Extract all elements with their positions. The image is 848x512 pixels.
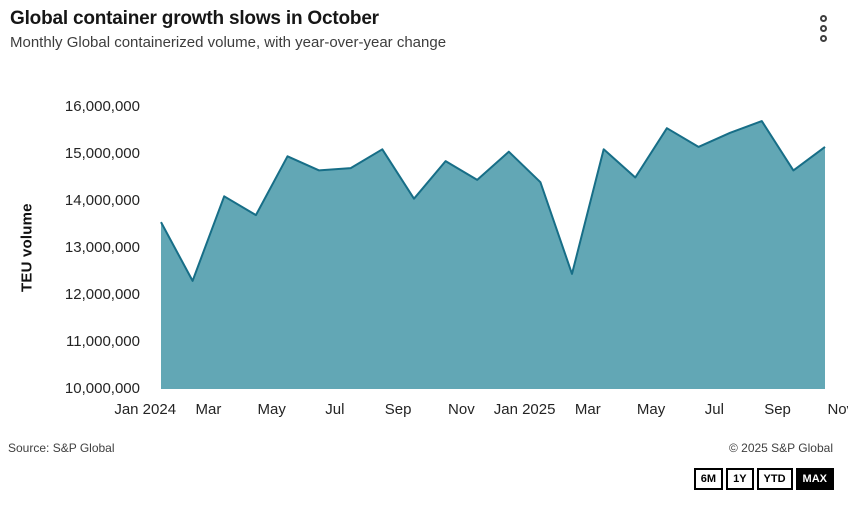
kebab-dot-icon <box>819 25 827 32</box>
chart-title: Global container growth slows in October <box>10 8 379 29</box>
y-axis-tick-label: 11,000,000 <box>66 333 140 350</box>
x-axis-tick-label: Mar <box>574 401 601 418</box>
range-button-1y[interactable]: 1Y <box>726 468 754 490</box>
x-axis-tick-label: Jul <box>325 401 345 418</box>
x-axis-tick-label: Nov <box>827 401 848 418</box>
area-series-fill <box>161 121 825 389</box>
range-button-6m[interactable]: 6M <box>693 468 724 490</box>
x-axis-tick-label: Sep <box>384 401 412 418</box>
y-axis-tick-label: 16,000,000 <box>64 98 140 115</box>
x-axis-tick-label: Jul <box>704 401 724 418</box>
x-axis-tick-label: Sep <box>764 401 791 418</box>
y-axis-tick-label: 10,000,000 <box>64 380 140 397</box>
x-axis-tick-label: May <box>257 401 286 418</box>
y-axis-tick-label: 12,000,000 <box>64 286 140 303</box>
x-axis-tick-label: Mar <box>195 401 222 418</box>
y-axis-tick-label: 15,000,000 <box>64 145 140 162</box>
chart-subtitle: Monthly Global containerized volume, wit… <box>10 34 447 51</box>
area-series-line <box>160 120 826 282</box>
x-axis-tick-label: May <box>636 401 666 418</box>
range-selector: 6M 1Y YTD MAX <box>693 468 834 490</box>
y-axis-tick-label: 13,000,000 <box>64 239 140 256</box>
kebab-menu-icon[interactable] <box>817 15 829 42</box>
x-axis-tick-label: Jan 2025 <box>493 401 556 418</box>
x-axis-tick-label: Jan 2024 <box>114 401 177 418</box>
y-axis-tick-label: 14,000,000 <box>64 192 140 209</box>
copyright-label: © 2025 S&P Global <box>728 441 833 455</box>
range-button-max[interactable]: MAX <box>795 468 834 490</box>
source-label: Source: S&P Global <box>8 441 115 455</box>
kebab-dot-icon <box>819 35 827 42</box>
x-axis-tick-label: Nov <box>448 401 475 418</box>
kebab-dot-icon <box>819 15 827 22</box>
range-button-ytd[interactable]: YTD <box>756 468 793 490</box>
